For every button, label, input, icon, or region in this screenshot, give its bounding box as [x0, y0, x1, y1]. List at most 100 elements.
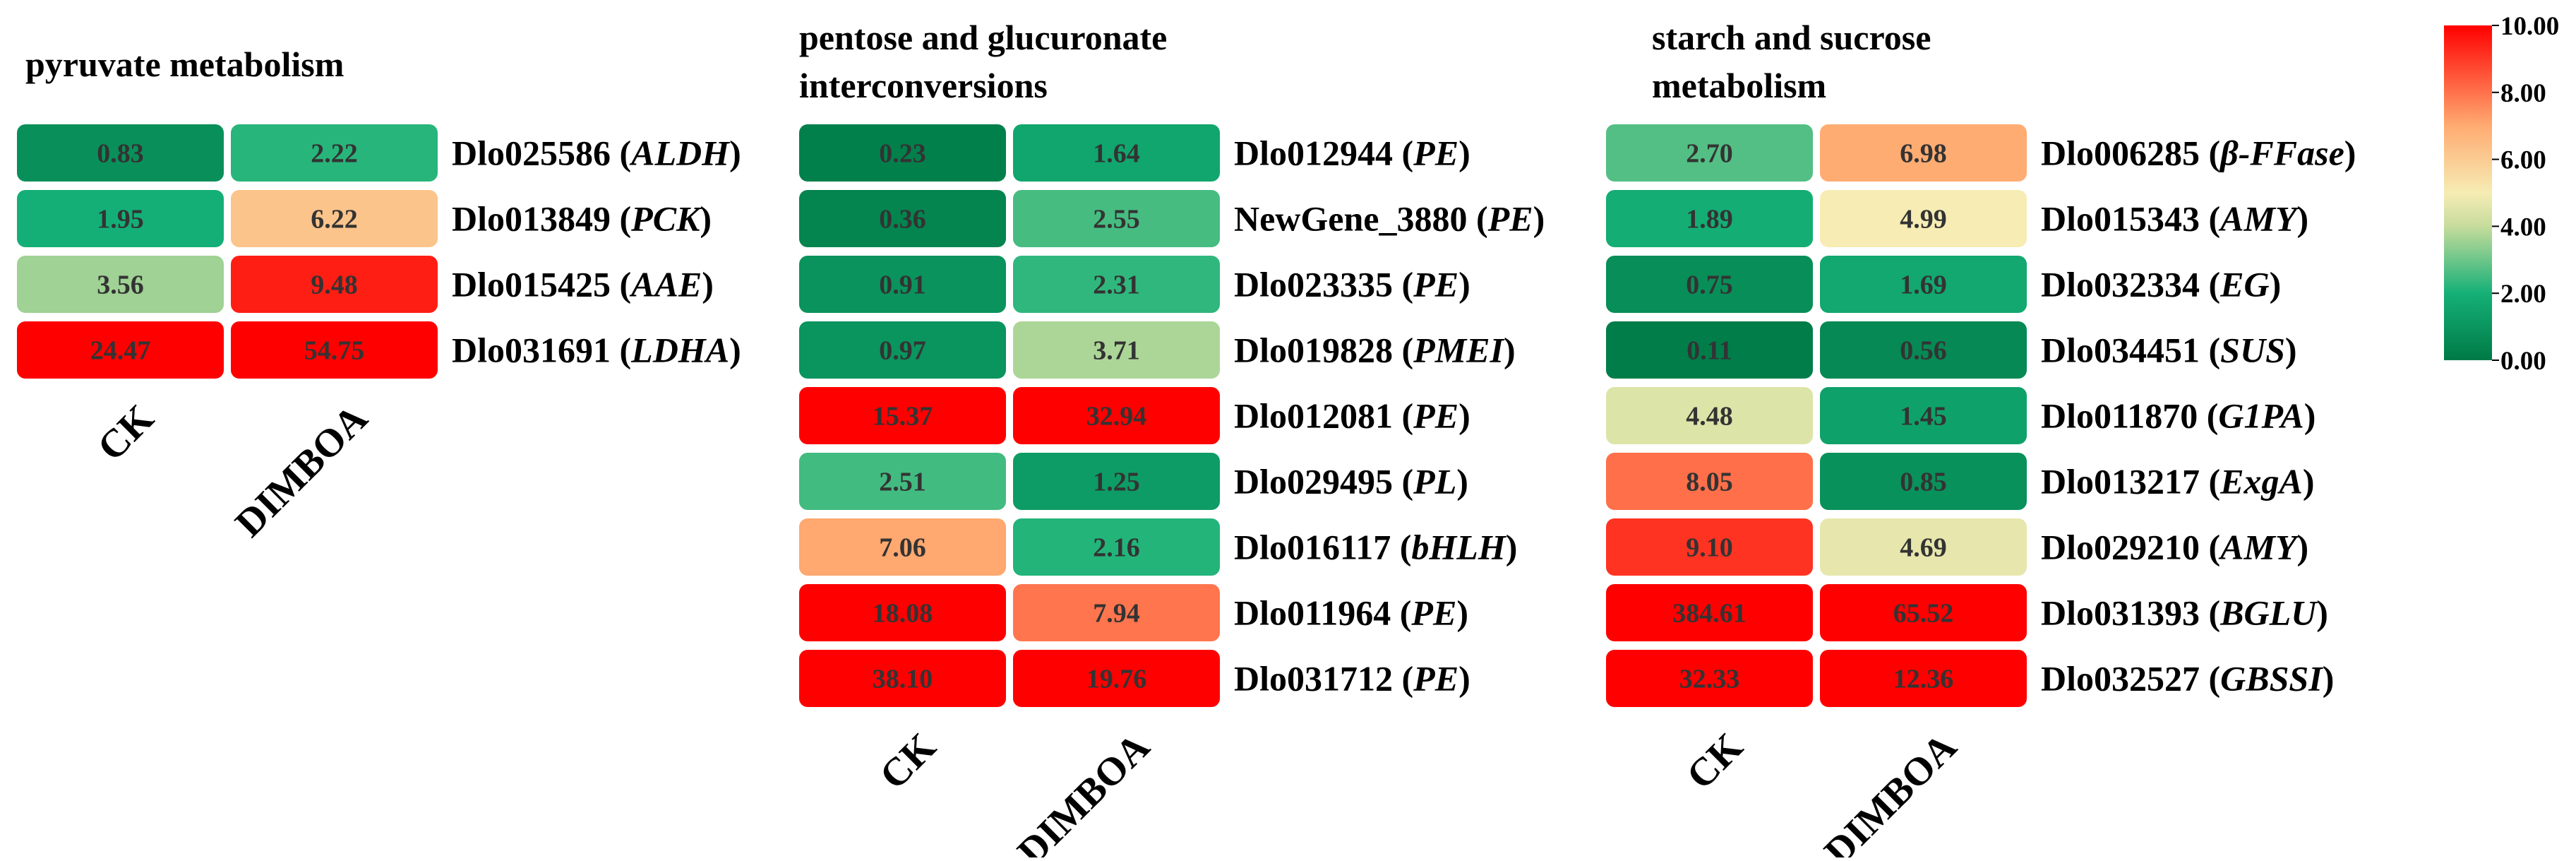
cell-value-label: 9.48 — [311, 271, 358, 300]
panel-title: starch and sucrose — [1652, 18, 1931, 57]
gene-label: Dlo015425 (AAE) — [452, 265, 714, 304]
cell-value-label: 0.97 — [879, 336, 926, 366]
heatmap-cell — [1606, 124, 1813, 182]
cell-value-label: 2.70 — [1686, 139, 1733, 169]
cell-value-label: 2.31 — [1093, 271, 1140, 300]
colorbar: 0.00 2.00 4.00 6.00 8.00 10.00 — [2444, 12, 2559, 376]
cell-value-label: 2.22 — [311, 139, 358, 169]
cell-value-label: 0.36 — [879, 205, 926, 234]
heatmap-cell — [231, 321, 438, 379]
cell-value-label: 7.94 — [1093, 599, 1140, 629]
column-label: DIMBOA — [1010, 725, 1158, 857]
cell-value-label: 1.89 — [1686, 205, 1733, 234]
gene-label: Dlo012944 (PE) — [1234, 133, 1470, 173]
column-label: DIMBOA — [227, 396, 376, 545]
gene-label: Dlo012081 (PE) — [1234, 396, 1470, 436]
cell-value-label: 38.10 — [873, 665, 933, 694]
heatmap-cell — [1013, 256, 1220, 313]
heatmap-cell — [1820, 650, 2027, 707]
heatmap-cell — [1013, 387, 1220, 444]
cell-value-label: 1.45 — [1900, 402, 1947, 432]
gene-label: Dlo029495 (PL) — [1234, 462, 1468, 501]
heatmap-cell — [1013, 190, 1220, 247]
heatmap-cell — [799, 584, 1006, 641]
heatmap-cell — [1820, 453, 2027, 510]
gene-label: Dlo013217 (ExgA) — [2041, 462, 2315, 501]
gene-label: Dlo034451 (SUS) — [2041, 331, 2297, 370]
heatmap-cell — [1013, 584, 1220, 641]
heatmap-cell — [1820, 518, 2027, 576]
heatmap-cell — [231, 190, 438, 247]
cell-value-label: 4.99 — [1900, 205, 1947, 234]
cell-value-label: 19.76 — [1086, 665, 1147, 694]
gene-label: Dlo013849 (PCK) — [452, 199, 712, 239]
heatmap-cell — [799, 321, 1006, 379]
heatmap-panel: pyruvate metabolism 0.83 2.22 Dlo025586 (AL… — [17, 44, 741, 545]
heatmap-cell — [1606, 387, 1813, 444]
column-label: CK — [871, 725, 945, 798]
cell-value-label: 12.36 — [1893, 665, 1954, 694]
panel-title: pyruvate metabolism — [25, 44, 344, 84]
cell-value-label: 4.69 — [1900, 533, 1947, 563]
heatmap-panel: starch and sucrose metabolism 2.70 6.98 Dlo0… — [1606, 18, 2356, 861]
cell-value-label: 6.22 — [311, 205, 358, 234]
cell-value-label: 7.06 — [879, 533, 926, 563]
heatmap-cell — [799, 650, 1006, 707]
cell-value-label: 65.52 — [1893, 599, 1954, 629]
cell-value-label: 32.94 — [1086, 402, 1147, 432]
cell-value-label: 1.69 — [1900, 271, 1947, 300]
heatmap-cell — [1606, 584, 1813, 641]
heatmap-cell — [17, 256, 224, 313]
colorbar-tick-label: 6.00 — [2500, 146, 2546, 175]
heatmap-cell — [1606, 256, 1813, 313]
heatmap-cell — [1820, 321, 2027, 379]
colorbar-tick-label: 2.00 — [2500, 280, 2546, 309]
cell-value-label: 24.47 — [90, 336, 151, 366]
gene-label: Dlo006285 (β-FFase) — [2041, 133, 2356, 173]
panel-title: pentose and glucuronate — [799, 18, 1167, 57]
colorbar-gradient — [2444, 25, 2492, 360]
gene-label: Dlo019828 (PMEI) — [1234, 331, 1516, 370]
heatmap-cell — [1820, 124, 2027, 182]
gene-label: Dlo016117 (bHLH) — [1234, 528, 1517, 567]
cell-value-label: 2.51 — [879, 468, 926, 497]
gene-label: Dlo031691 (LDHA) — [452, 331, 741, 370]
cell-value-label: 2.55 — [1093, 205, 1140, 234]
gene-label: Dlo015343 (AMY) — [2041, 199, 2308, 239]
cell-value-label: 1.95 — [97, 205, 144, 234]
colorbar-tick-label: 0.00 — [2500, 347, 2546, 376]
cell-value-label: 32.33 — [1679, 665, 1740, 694]
cell-value-label: 2.16 — [1093, 533, 1140, 563]
cell-value-label: 54.75 — [304, 336, 365, 366]
cell-value-label: 18.08 — [873, 599, 933, 629]
cell-value-label: 3.56 — [97, 271, 144, 300]
cell-value-label: 1.25 — [1093, 468, 1140, 497]
heatmap-panel: pentose and glucuronate interconversions 0… — [799, 18, 1545, 861]
heatmap-cell — [1820, 387, 2027, 444]
column-label: DIMBOA — [1816, 725, 1965, 857]
cell-value-label: 0.11 — [1687, 336, 1732, 366]
cell-value-label: 0.75 — [1686, 271, 1733, 300]
heatmap-cell — [1606, 321, 1813, 379]
heatmap-cell — [799, 256, 1006, 313]
gene-label: Dlo029210 (AMY) — [2041, 528, 2308, 567]
column-label: CK — [1678, 725, 1751, 798]
heatmap-cell — [1013, 124, 1220, 182]
cell-value-label: 9.10 — [1686, 533, 1733, 563]
gene-label: Dlo011870 (G1PA) — [2041, 396, 2316, 436]
heatmap-cell — [1606, 453, 1813, 510]
cell-value-label: 1.64 — [1093, 139, 1140, 169]
heatmap-cell — [799, 124, 1006, 182]
heatmap-cell — [1013, 453, 1220, 510]
panel-title: metabolism — [1652, 66, 1826, 105]
heatmap-cell — [231, 256, 438, 313]
panel-title: interconversions — [799, 66, 1048, 105]
heatmap-cell — [799, 387, 1006, 444]
heatmap-cell — [1606, 650, 1813, 707]
cell-value-label: 0.56 — [1900, 336, 1947, 366]
heatmap-cell — [1820, 190, 2027, 247]
heatmap-cell — [799, 453, 1006, 510]
heatmap-cell — [17, 124, 224, 182]
heatmap-cell — [17, 190, 224, 247]
